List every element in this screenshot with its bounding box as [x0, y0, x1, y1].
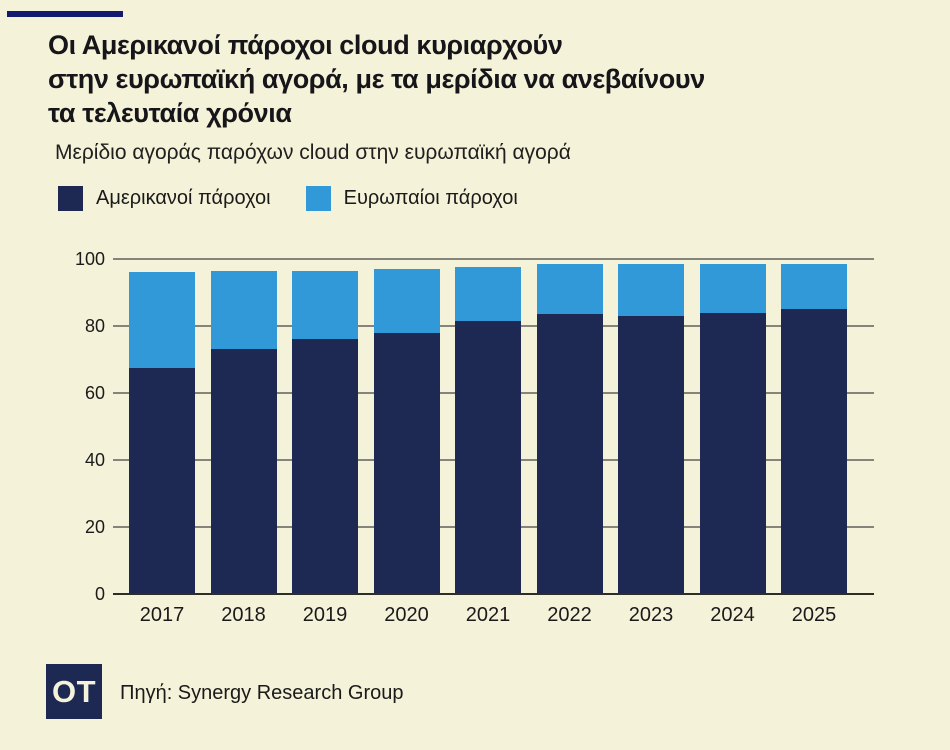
bar-segment-2019-us — [292, 339, 358, 594]
x-tick-label-2019: 2019 — [302, 604, 348, 626]
x-tick-label-2017: 2017 — [139, 604, 185, 626]
bar-segment-2017-eu — [129, 272, 195, 368]
bar-segment-2020-us — [373, 332, 440, 594]
y-tick-label-40: 40 — [84, 450, 105, 470]
x-tick-label-2022: 2022 — [547, 604, 592, 626]
title-line-3: τα τελευταία χρόνια — [48, 98, 292, 128]
bar-segment-2021-us — [455, 320, 521, 594]
legend-item-us-providers: Αμερικανοί πάροχοι — [58, 186, 271, 211]
y-tick-label-100: 100 — [74, 249, 105, 269]
x-tick-label-2023: 2023 — [628, 604, 674, 626]
bar-2017 — [129, 259, 195, 594]
legend-swatch-us-providers — [58, 186, 83, 211]
chart-subtitle: Μερίδιο αγοράς παρόχων cloud στην ευρωπα… — [55, 141, 571, 164]
bar-segment-2025-us — [781, 309, 847, 594]
bar-segment-2024-eu — [699, 264, 766, 313]
bar-2024 — [699, 259, 766, 594]
y-tick-label-20: 20 — [84, 517, 105, 537]
bar-2019 — [292, 259, 358, 594]
bar-segment-2023-us — [618, 315, 684, 594]
bar-segment-2019-eu — [292, 270, 358, 340]
x-tick-label-2024: 2024 — [710, 604, 755, 626]
bar-segment-2023-eu — [618, 264, 684, 316]
accent-bar — [7, 11, 123, 17]
bar-segment-2017-us — [129, 367, 195, 594]
bar-segment-2025-eu — [781, 264, 847, 310]
gridline-100 — [113, 258, 874, 260]
bar-2023 — [618, 259, 684, 594]
title-line-2: στην ευρωπαϊκή αγορά, με τα μερίδια να α… — [48, 64, 705, 94]
bar-2018 — [210, 259, 277, 594]
bar-2020 — [373, 259, 440, 594]
legend-label-us-providers: Αμερικανοί πάροχοι — [96, 187, 271, 209]
legend-item-eu-providers: Ευρωπαίοι πάροχοι — [305, 186, 518, 211]
page-title: Οι Αμερικανοί πάροχοι cloud κυριαρχούν σ… — [48, 28, 928, 130]
x-tick-label-2025: 2025 — [791, 604, 837, 626]
source-text: Πηγή: Synergy Research Group — [120, 682, 404, 704]
plot-area — [113, 258, 874, 595]
legend-label-eu-providers: Ευρωπαίοι πάροχοι — [343, 187, 518, 209]
y-tick-label-80: 80 — [84, 316, 105, 336]
bar-segment-2020-eu — [373, 269, 440, 333]
bar-segment-2021-eu — [455, 267, 521, 321]
chart-legend: Αμερικανοί πάροχοι Ευρωπαίοι πάροχοι — [58, 186, 518, 211]
legend-swatch-eu-providers — [305, 186, 331, 211]
bar-2021 — [455, 259, 521, 594]
y-tick-label-60: 60 — [84, 383, 105, 403]
bar-2022 — [536, 259, 603, 594]
x-axis-line — [113, 593, 874, 595]
ot-logo: OT — [46, 664, 102, 719]
bar-segment-2018-eu — [210, 270, 277, 350]
bar-segment-2024-us — [699, 312, 766, 594]
bar-segment-2022-eu — [536, 264, 603, 315]
bar-segment-2018-us — [210, 349, 277, 594]
title-line-1: Οι Αμερικανοί πάροχοι cloud κυριαρχούν — [48, 30, 563, 60]
bar-2025 — [781, 259, 847, 594]
x-tick-label-2020: 2020 — [384, 604, 429, 626]
x-tick-label-2018: 2018 — [221, 604, 266, 626]
x-tick-label-2021: 2021 — [465, 604, 511, 626]
bar-segment-2022-us — [536, 314, 603, 594]
y-tick-label-0: 0 — [94, 584, 105, 604]
